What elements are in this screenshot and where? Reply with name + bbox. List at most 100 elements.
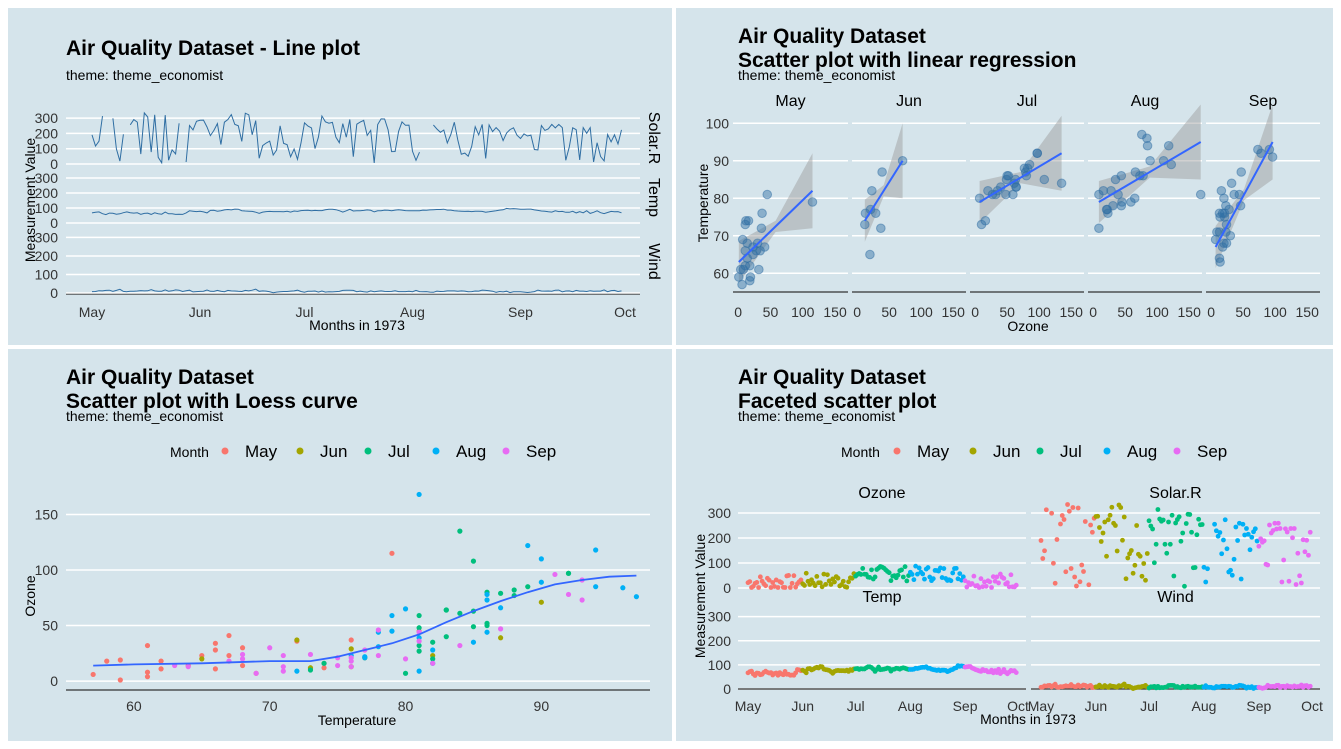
- legend-label-jun: Jun: [320, 442, 347, 461]
- series-line-wind: [91, 288, 622, 294]
- data-point: [1226, 178, 1237, 189]
- y-tick-label: 100: [35, 562, 59, 578]
- data-point: [1107, 512, 1113, 518]
- faceted-legend-title: Month: [841, 444, 880, 460]
- legend-key-may: [893, 447, 901, 455]
- legend-key-jun: [296, 447, 304, 455]
- x-tick-label: Jun: [1085, 698, 1108, 714]
- legend-label-sep: Sep: [1197, 442, 1227, 461]
- facet-strip-label: Solar.R: [645, 112, 662, 164]
- data-point: [212, 647, 218, 653]
- data-point: [1215, 257, 1225, 267]
- data-point: [1195, 189, 1206, 200]
- y-tick-label: 0: [50, 215, 58, 231]
- faceted-plot-subtitle: theme: theme_economist: [738, 408, 895, 424]
- data-point: [402, 656, 409, 662]
- data-point: [1075, 505, 1081, 511]
- data-point: [828, 582, 834, 587]
- data-point: [484, 597, 490, 603]
- data-point: [745, 272, 756, 282]
- data-point: [294, 668, 300, 674]
- data-point: [226, 652, 232, 659]
- data-point: [909, 571, 915, 577]
- x-tick-label: Aug: [898, 698, 923, 714]
- data-point: [789, 580, 795, 586]
- x-tick-label: 150: [1296, 304, 1320, 320]
- y-tick-label: 100: [35, 266, 59, 282]
- data-point: [902, 564, 908, 570]
- data-point: [1142, 140, 1153, 151]
- panel-loess-plot: [8, 349, 672, 741]
- data-point: [1137, 553, 1143, 559]
- data-point: [1098, 185, 1109, 196]
- faceted-plot-ylabel: Measurement Value: [692, 534, 708, 658]
- data-point: [1281, 557, 1287, 563]
- data-point: [787, 585, 793, 590]
- data-point: [1141, 561, 1147, 566]
- data-point: [980, 584, 986, 590]
- faceted-plot-title: Air Quality Dataset: [738, 366, 926, 389]
- line-plot-title: Air Quality Dataset - Line plot: [66, 37, 360, 60]
- data-point: [807, 197, 818, 207]
- data-point: [1229, 572, 1235, 578]
- data-point: [1182, 583, 1187, 589]
- data-point: [307, 651, 314, 658]
- faceted-plot-area: May Jun Jul Aug Sep 0 100 200 300 Ozone Solar.R 0 10…: [708, 442, 1323, 714]
- data-point: [1068, 566, 1074, 571]
- data-point: [498, 590, 504, 596]
- data-point: [1088, 522, 1093, 528]
- legend-key-jul: [1036, 447, 1044, 455]
- data-point: [1066, 508, 1072, 514]
- data-point: [1114, 548, 1120, 554]
- data-point: [239, 656, 246, 662]
- x-tick-label: 60: [126, 698, 142, 714]
- data-point: [803, 570, 809, 576]
- data-point: [1049, 510, 1055, 516]
- data-point: [1125, 555, 1131, 561]
- data-point: [1189, 529, 1194, 535]
- data-point: [1105, 517, 1111, 523]
- data-point: [1306, 552, 1311, 558]
- regression-plot-title-line2: Scatter plot with linear regression: [738, 49, 1076, 72]
- data-point: [948, 578, 954, 584]
- data-point: [389, 628, 395, 634]
- facet-strip-label: Jun: [896, 93, 922, 110]
- data-point: [1217, 530, 1223, 535]
- data-point: [872, 574, 878, 580]
- y-tick-label: 70: [713, 228, 729, 244]
- data-point: [766, 577, 772, 583]
- regression-plot-title: Air Quality Dataset: [738, 25, 926, 48]
- data-point: [1240, 521, 1246, 527]
- x-tick-label: 150: [942, 304, 966, 320]
- data-point: [1139, 573, 1145, 579]
- x-tick-label: 150: [1060, 304, 1084, 320]
- data-point: [1183, 521, 1189, 526]
- y-tick-label: 50: [42, 618, 58, 634]
- data-point: [791, 573, 797, 579]
- faceted-plot-xlabel: Months in 1973: [980, 711, 1076, 727]
- data-point: [1074, 583, 1079, 589]
- y-tick-label: 100: [706, 115, 730, 131]
- data-point: [199, 656, 205, 662]
- data-point: [1221, 238, 1232, 249]
- data-point: [1272, 520, 1278, 526]
- data-point: [915, 571, 920, 577]
- y-tick-label: 80: [713, 190, 729, 206]
- x-tick-label: Jul: [1140, 698, 1158, 714]
- facet-strip-label: Sep: [1249, 93, 1278, 110]
- data-point: [1144, 551, 1150, 556]
- y-tick-label: 100: [35, 141, 59, 157]
- data-point: [430, 656, 436, 662]
- x-tick-label: May: [79, 304, 105, 320]
- data-point: [757, 574, 763, 580]
- data-point: [1095, 513, 1101, 519]
- data-point: [983, 185, 993, 196]
- data-point: [1061, 517, 1067, 522]
- data-point: [348, 658, 354, 664]
- data-point: [389, 612, 395, 619]
- panel-line-plot: [8, 8, 672, 345]
- data-point: [538, 579, 544, 585]
- data-point: [158, 666, 164, 672]
- legend-key-jul: [364, 447, 372, 455]
